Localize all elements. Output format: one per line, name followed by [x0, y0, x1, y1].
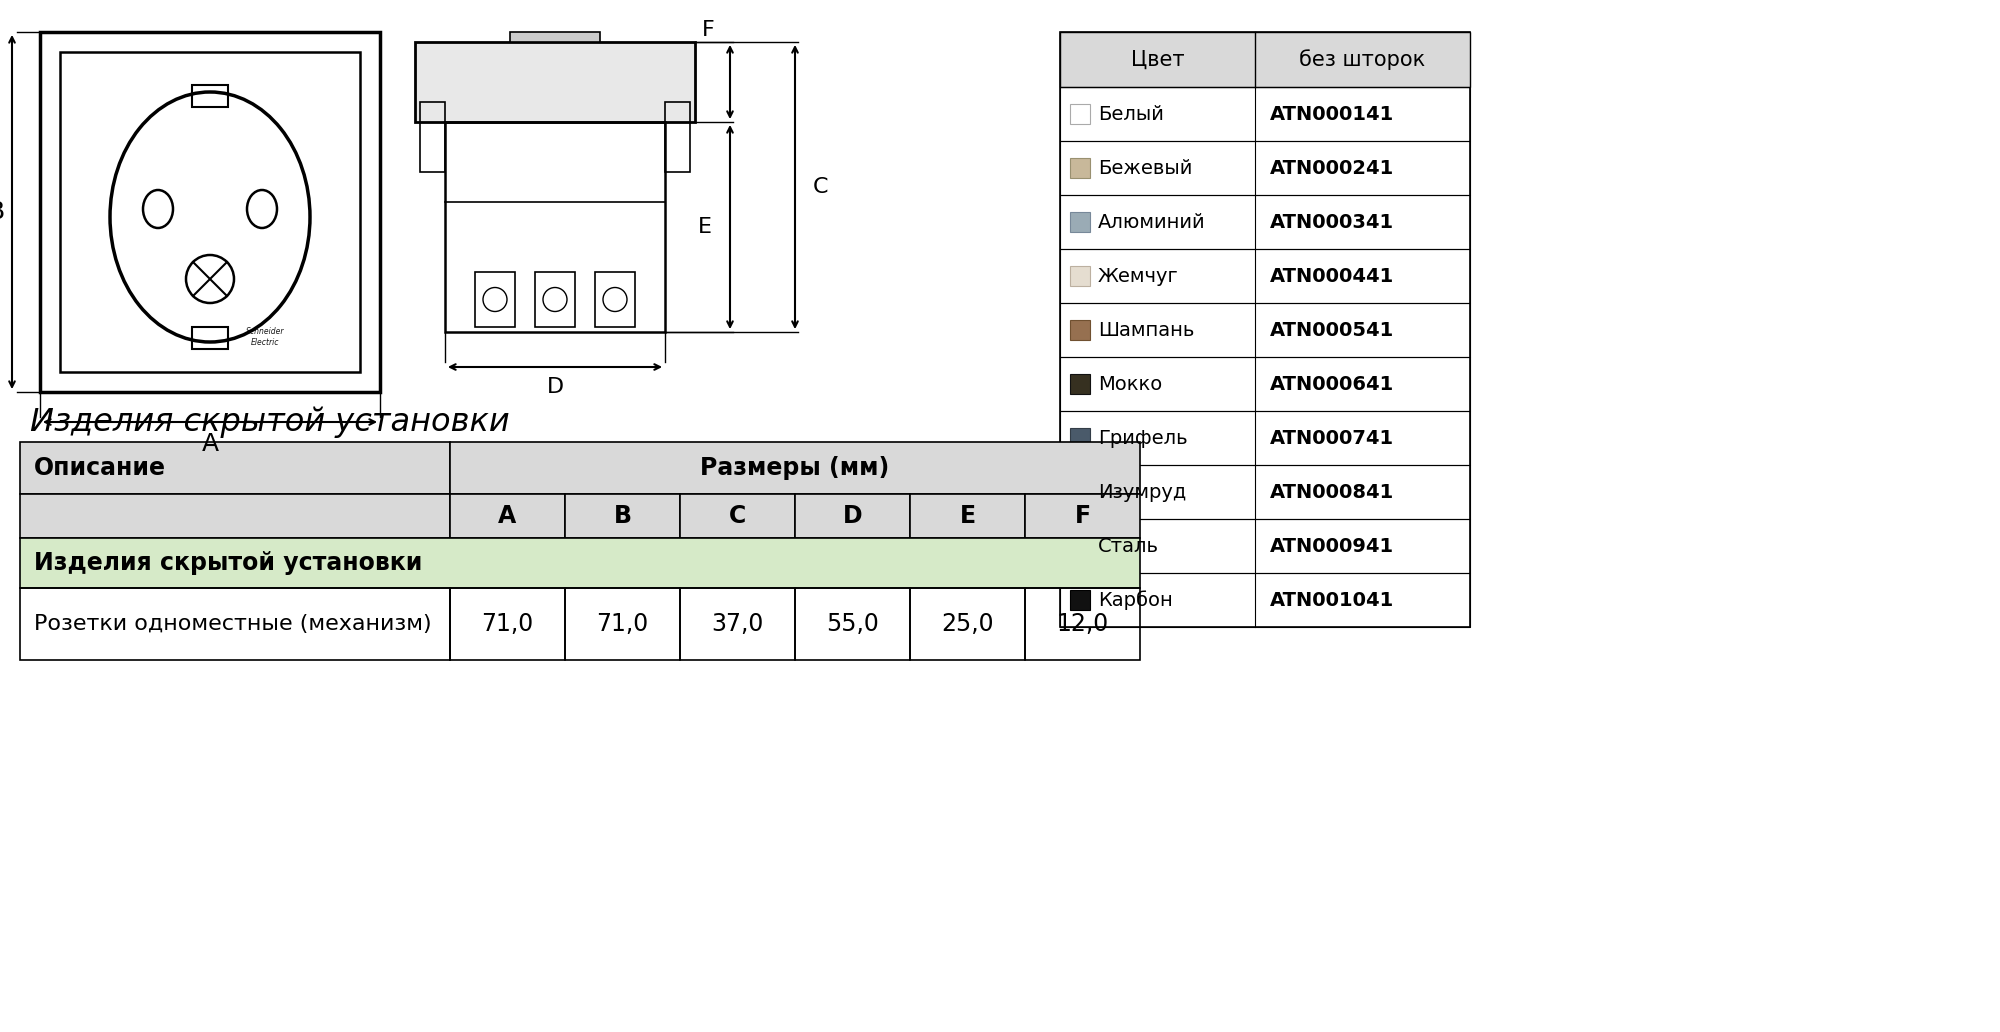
Bar — [20, 442, 450, 494]
Text: ATN000541: ATN000541 — [1270, 321, 1394, 340]
Bar — [444, 122, 664, 332]
Bar — [1060, 573, 1470, 627]
Bar — [1070, 590, 1090, 610]
Bar — [1024, 494, 1140, 538]
Bar — [910, 588, 1024, 660]
Bar — [1070, 482, 1090, 502]
Bar — [1060, 141, 1470, 195]
Text: Цвет: Цвет — [1130, 50, 1184, 69]
Bar — [536, 272, 576, 327]
Bar — [1024, 588, 1140, 660]
Bar — [416, 42, 696, 122]
Text: ATN000141: ATN000141 — [1270, 104, 1394, 124]
Bar — [680, 494, 796, 538]
Bar — [596, 272, 636, 327]
Bar — [680, 588, 796, 660]
Text: B: B — [0, 200, 4, 224]
Text: ATN000841: ATN000841 — [1270, 483, 1394, 502]
Bar — [910, 494, 1024, 538]
Text: D: D — [546, 377, 564, 397]
Text: Жемчуг: Жемчуг — [1098, 266, 1178, 286]
Bar — [1060, 249, 1470, 303]
Bar — [476, 272, 516, 327]
Bar — [450, 442, 1140, 494]
Text: Карбон: Карбон — [1098, 590, 1172, 610]
Bar — [566, 494, 680, 538]
Text: Алюминий: Алюминий — [1098, 213, 1206, 231]
Text: C: C — [728, 504, 746, 528]
Text: F: F — [702, 20, 714, 40]
Text: C: C — [812, 178, 828, 197]
Text: ATN001041: ATN001041 — [1270, 590, 1394, 610]
Text: Сталь: Сталь — [1098, 537, 1160, 555]
Text: Описание: Описание — [34, 456, 166, 480]
Bar — [1070, 536, 1090, 556]
Text: ATN000641: ATN000641 — [1270, 375, 1394, 393]
Bar — [1060, 519, 1470, 573]
Text: F: F — [1074, 504, 1090, 528]
Text: ATN000341: ATN000341 — [1270, 213, 1394, 231]
Bar — [1060, 87, 1470, 141]
Text: E: E — [960, 504, 976, 528]
Bar — [450, 588, 566, 660]
Text: Размеры (мм): Размеры (мм) — [700, 456, 890, 480]
Text: 12,0: 12,0 — [1056, 612, 1108, 636]
Bar — [1060, 32, 1470, 627]
Text: Schneider
Electric: Schneider Electric — [246, 327, 284, 347]
Bar — [1060, 411, 1470, 465]
Bar — [1070, 374, 1090, 394]
Text: A: A — [498, 504, 516, 528]
Text: Розетки одноместные (механизм): Розетки одноместные (механизм) — [34, 614, 432, 634]
Text: Изумруд: Изумруд — [1098, 483, 1186, 502]
Bar — [1060, 32, 1470, 87]
Bar — [420, 102, 444, 172]
Bar — [60, 52, 360, 372]
Text: 71,0: 71,0 — [596, 612, 648, 636]
Text: ATN000741: ATN000741 — [1270, 428, 1394, 448]
Bar — [20, 494, 450, 538]
Text: A: A — [202, 432, 218, 456]
Bar — [20, 538, 1140, 588]
Text: Изделия скрытой установки: Изделия скрытой установки — [30, 407, 510, 438]
Text: без шторок: без шторок — [1300, 50, 1426, 70]
Text: ATN000941: ATN000941 — [1270, 537, 1394, 555]
Bar — [192, 85, 228, 107]
Bar — [1070, 266, 1090, 286]
Text: Мокко: Мокко — [1098, 375, 1162, 393]
Bar — [1060, 357, 1470, 411]
Text: Белый: Белый — [1098, 104, 1164, 124]
Text: Изделия скрытой установки: Изделия скрытой установки — [34, 551, 422, 575]
Bar — [1060, 195, 1470, 249]
Bar — [40, 32, 380, 392]
Text: 37,0: 37,0 — [712, 612, 764, 636]
Text: Грифель: Грифель — [1098, 428, 1188, 448]
Text: 55,0: 55,0 — [826, 612, 878, 636]
Text: ATN000241: ATN000241 — [1270, 159, 1394, 178]
Text: D: D — [842, 504, 862, 528]
Text: E: E — [698, 217, 712, 237]
Bar — [1070, 320, 1090, 340]
Bar — [1060, 303, 1470, 357]
Bar — [1060, 465, 1470, 519]
Bar — [566, 588, 680, 660]
Bar — [1070, 158, 1090, 178]
Bar — [1070, 104, 1090, 124]
Text: 25,0: 25,0 — [942, 612, 994, 636]
Bar — [796, 494, 910, 538]
Text: Шампань: Шампань — [1098, 321, 1194, 340]
Bar — [510, 32, 600, 42]
Text: 71,0: 71,0 — [482, 612, 534, 636]
Bar — [192, 327, 228, 349]
Bar — [664, 102, 690, 172]
Bar — [20, 588, 450, 660]
Text: B: B — [614, 504, 632, 528]
Text: Бежевый: Бежевый — [1098, 159, 1192, 178]
Bar — [796, 588, 910, 660]
Bar — [450, 494, 566, 538]
Bar — [1070, 212, 1090, 232]
Bar — [1070, 428, 1090, 448]
Text: ATN000441: ATN000441 — [1270, 266, 1394, 286]
